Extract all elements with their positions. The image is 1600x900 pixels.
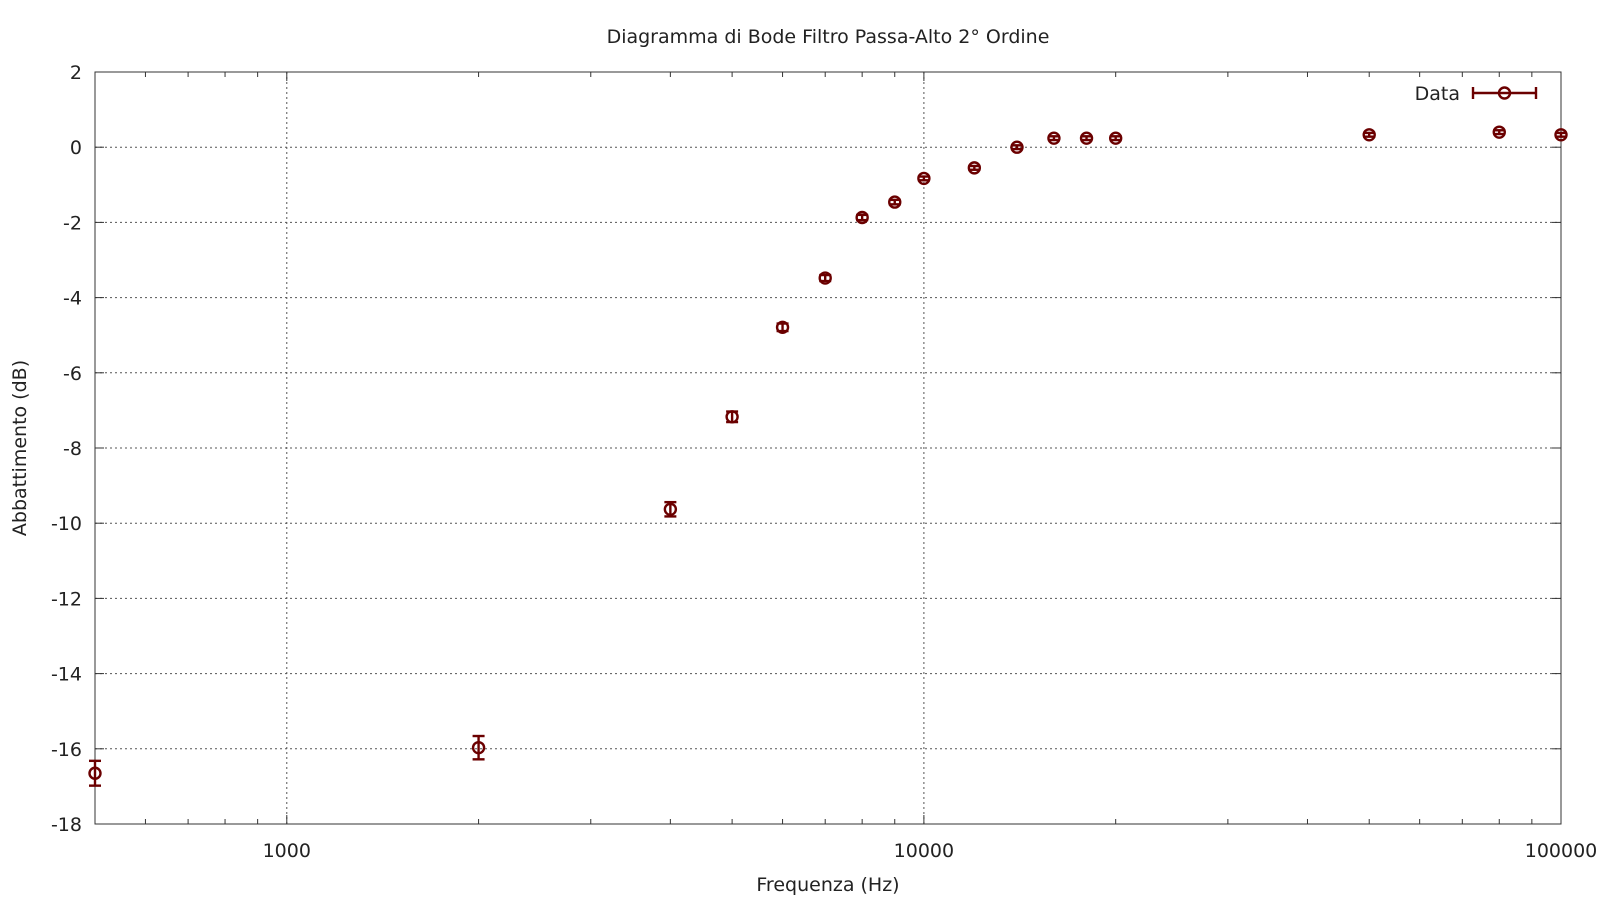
data-point <box>818 271 832 285</box>
data-point <box>88 759 102 787</box>
point-marker <box>1079 131 1094 145</box>
point-marker <box>471 740 486 755</box>
y-tick-label: -18 <box>51 814 82 836</box>
point-marker <box>663 502 678 516</box>
legend-marker <box>1471 86 1538 100</box>
y-tick-label: -4 <box>63 288 82 310</box>
data-point <box>1010 140 1024 154</box>
point-marker <box>855 210 869 225</box>
point-marker <box>1362 128 1376 142</box>
y-tick-label: 0 <box>70 137 82 159</box>
y-tick-label: -2 <box>63 212 82 234</box>
data-point <box>1108 131 1123 145</box>
point-marker <box>818 271 832 285</box>
y-tick-label: -12 <box>51 588 82 610</box>
point-marker <box>888 195 902 209</box>
y-tick-label: -10 <box>51 513 82 535</box>
data-point <box>888 195 902 209</box>
y-tick-label: -6 <box>63 363 82 385</box>
axis-ticks <box>95 71 1562 825</box>
data-point <box>775 320 790 335</box>
data-point <box>1554 128 1568 142</box>
data-point <box>1492 125 1506 139</box>
point-marker <box>1554 128 1568 142</box>
point-marker <box>725 410 739 424</box>
y-tick-label: 2 <box>70 62 82 84</box>
data-point <box>663 500 678 518</box>
x-tick-label: 10000 <box>894 840 954 862</box>
legend-circle <box>1497 86 1512 100</box>
data-point <box>1079 131 1094 145</box>
y-tick-label: -14 <box>51 664 82 686</box>
data-point <box>1047 131 1061 145</box>
data-point <box>855 210 869 225</box>
y-tick-label: -16 <box>51 739 82 761</box>
point-marker <box>1492 125 1506 139</box>
point-marker <box>88 766 102 780</box>
y-tick-label: -8 <box>63 438 82 460</box>
point-marker <box>917 171 931 186</box>
legend: Data <box>1415 83 1538 105</box>
data-point <box>725 410 739 424</box>
tick-labels: 2 0 -2 -4 -6 -8 -10 -12 -14 -16 -18 1000 10000 100000 <box>51 62 1597 862</box>
data-series <box>88 125 1568 787</box>
data-point <box>471 734 486 761</box>
x-axis-label: Frequenza (Hz) <box>756 874 899 896</box>
point-marker <box>775 320 790 335</box>
point-marker <box>1010 140 1024 154</box>
data-point <box>917 171 931 186</box>
point-marker <box>1108 131 1123 145</box>
chart-title: Diagramma di Bode Filtro Passa-Alto 2° O… <box>607 26 1050 48</box>
point-marker <box>967 161 982 175</box>
legend-label: Data <box>1415 83 1460 105</box>
data-point <box>967 161 982 175</box>
y-axis-label: Abbattimento (dB) <box>9 360 31 536</box>
grid-lines <box>95 72 1561 824</box>
point-marker <box>1047 131 1061 145</box>
data-point <box>1362 128 1376 142</box>
x-tick-label: 100000 <box>1525 840 1598 862</box>
x-tick-label: 1000 <box>263 840 311 862</box>
